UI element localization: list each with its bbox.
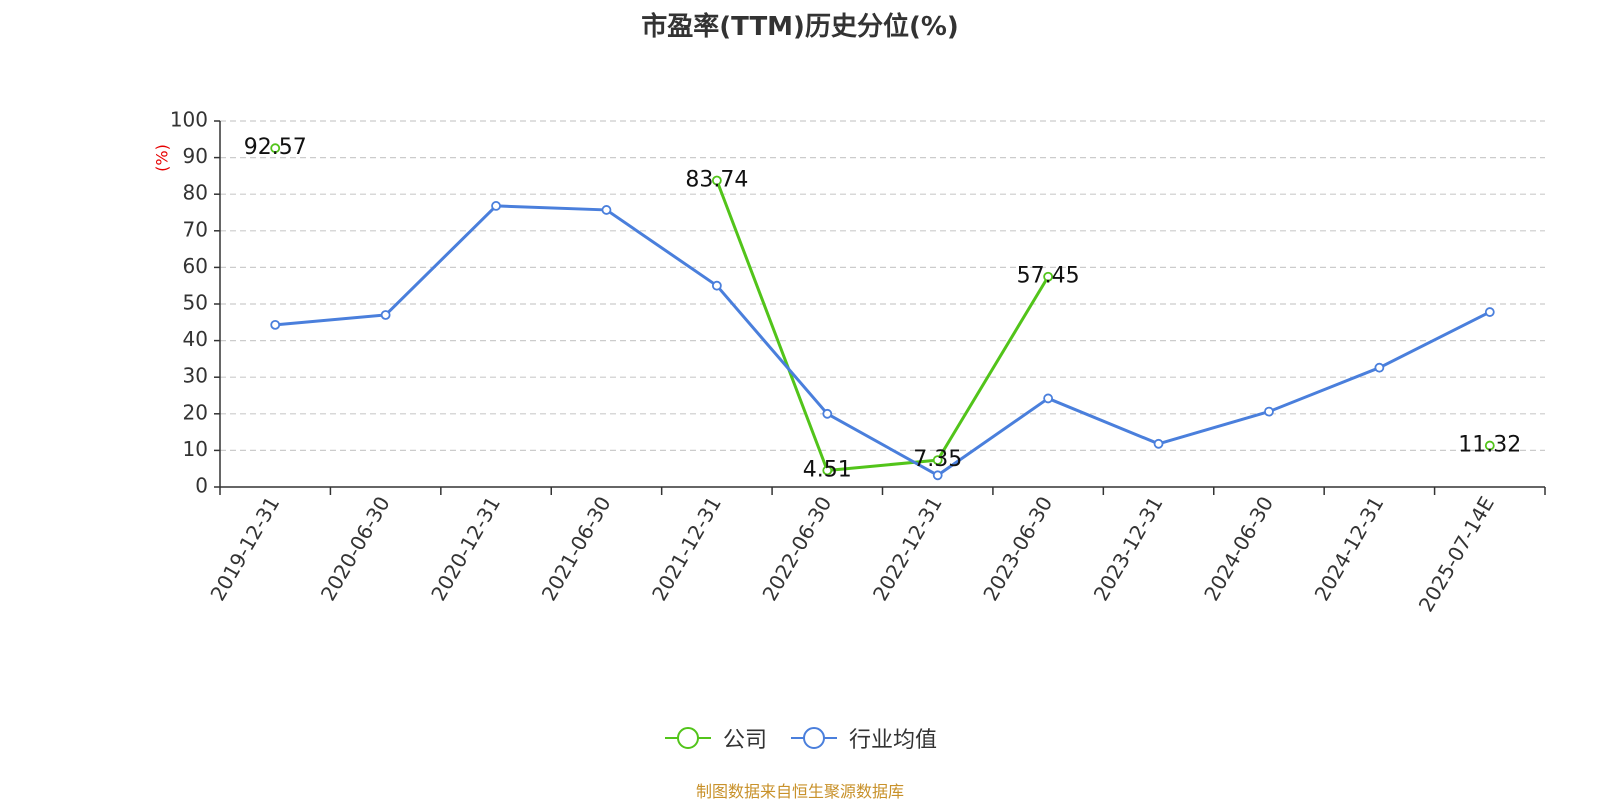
y-tick-label: 30 (183, 364, 208, 388)
y-axis-label: (%) (153, 144, 172, 172)
data-point (711, 280, 722, 291)
x-tick-label: 2021-06-30 (537, 492, 616, 605)
x-tick-label: 2024-12-31 (1310, 492, 1389, 605)
series (270, 143, 1495, 481)
data-point (1374, 362, 1385, 373)
data-labels: 92.57 83.74 4.51 7.35 57.45 11.32 (244, 135, 1522, 482)
data-point (601, 205, 612, 215)
axes: 0 10 20 30 40 50 60 70 80 90 100 2019-12-31 2020-06-… (170, 108, 1546, 616)
data-point (1264, 406, 1274, 417)
y-tick-label: 10 (183, 437, 208, 461)
data-label: 7.35 (913, 447, 962, 472)
data-point (932, 455, 943, 465)
x-tick-label: 2022-12-31 (868, 492, 947, 605)
legend: 公司 行业均值 (0, 722, 1600, 754)
data-point (270, 319, 281, 330)
legend-item[interactable]: 行业均值 (789, 722, 937, 754)
chart-title: 市盈率(TTM)历史分位(%) (641, 12, 959, 42)
legend-item[interactable]: 公司 (663, 722, 767, 754)
x-tick-label: 2022-06-30 (757, 492, 836, 605)
data-point (1484, 307, 1495, 317)
y-tick-label: 70 (183, 217, 208, 241)
y-tick-label: 40 (183, 327, 208, 351)
x-tick-label: 2020-12-31 (426, 492, 505, 605)
x-tick-label: 2023-12-31 (1089, 492, 1168, 605)
legend-label: 行业均值 (849, 728, 938, 753)
legend-line-circle-icon (791, 727, 837, 749)
data-point (1043, 271, 1054, 282)
x-tick-label: 2024-06-30 (1199, 492, 1278, 605)
data-point (711, 175, 722, 186)
y-tick-label: 90 (183, 144, 208, 168)
y-tick-label: 80 (183, 181, 208, 205)
data-point (491, 201, 501, 211)
data-label: 57.45 (1017, 264, 1080, 289)
source-note: 制图数据来自恒生聚源数据库 (695, 782, 904, 801)
series-line (715, 179, 1050, 472)
legend-line-circle-icon (664, 727, 711, 749)
legend-label: 公司 (722, 728, 767, 753)
data-label: 11.32 (1458, 433, 1521, 458)
x-tick-label: 2019-12-31 (205, 492, 284, 605)
data-point (1484, 440, 1495, 451)
data-point (932, 470, 943, 481)
data-label: 4.51 (803, 457, 852, 482)
x-tick-label: 2025-07-14E (1414, 492, 1499, 616)
data-point (1043, 393, 1054, 404)
data-point (1153, 438, 1164, 449)
data-point (380, 310, 391, 320)
y-tick-label: 0 (195, 474, 208, 498)
x-tick-label: 2020-06-30 (316, 492, 395, 605)
grid-lines (220, 120, 1545, 451)
y-tick-label: 100 (170, 108, 208, 132)
series-line (275, 204, 1491, 477)
x-tick-label: 2023-06-30 (978, 492, 1057, 605)
y-tick-label: 20 (183, 400, 208, 424)
y-tick-label: 50 (183, 291, 208, 315)
data-label: 83.74 (685, 168, 748, 193)
y-tick-label: 60 (183, 254, 208, 278)
x-tick-label: 2021-12-31 (647, 492, 726, 605)
data-point (822, 465, 833, 476)
data-point (822, 408, 833, 419)
data-point (270, 143, 281, 154)
data-label: 92.57 (244, 135, 307, 160)
